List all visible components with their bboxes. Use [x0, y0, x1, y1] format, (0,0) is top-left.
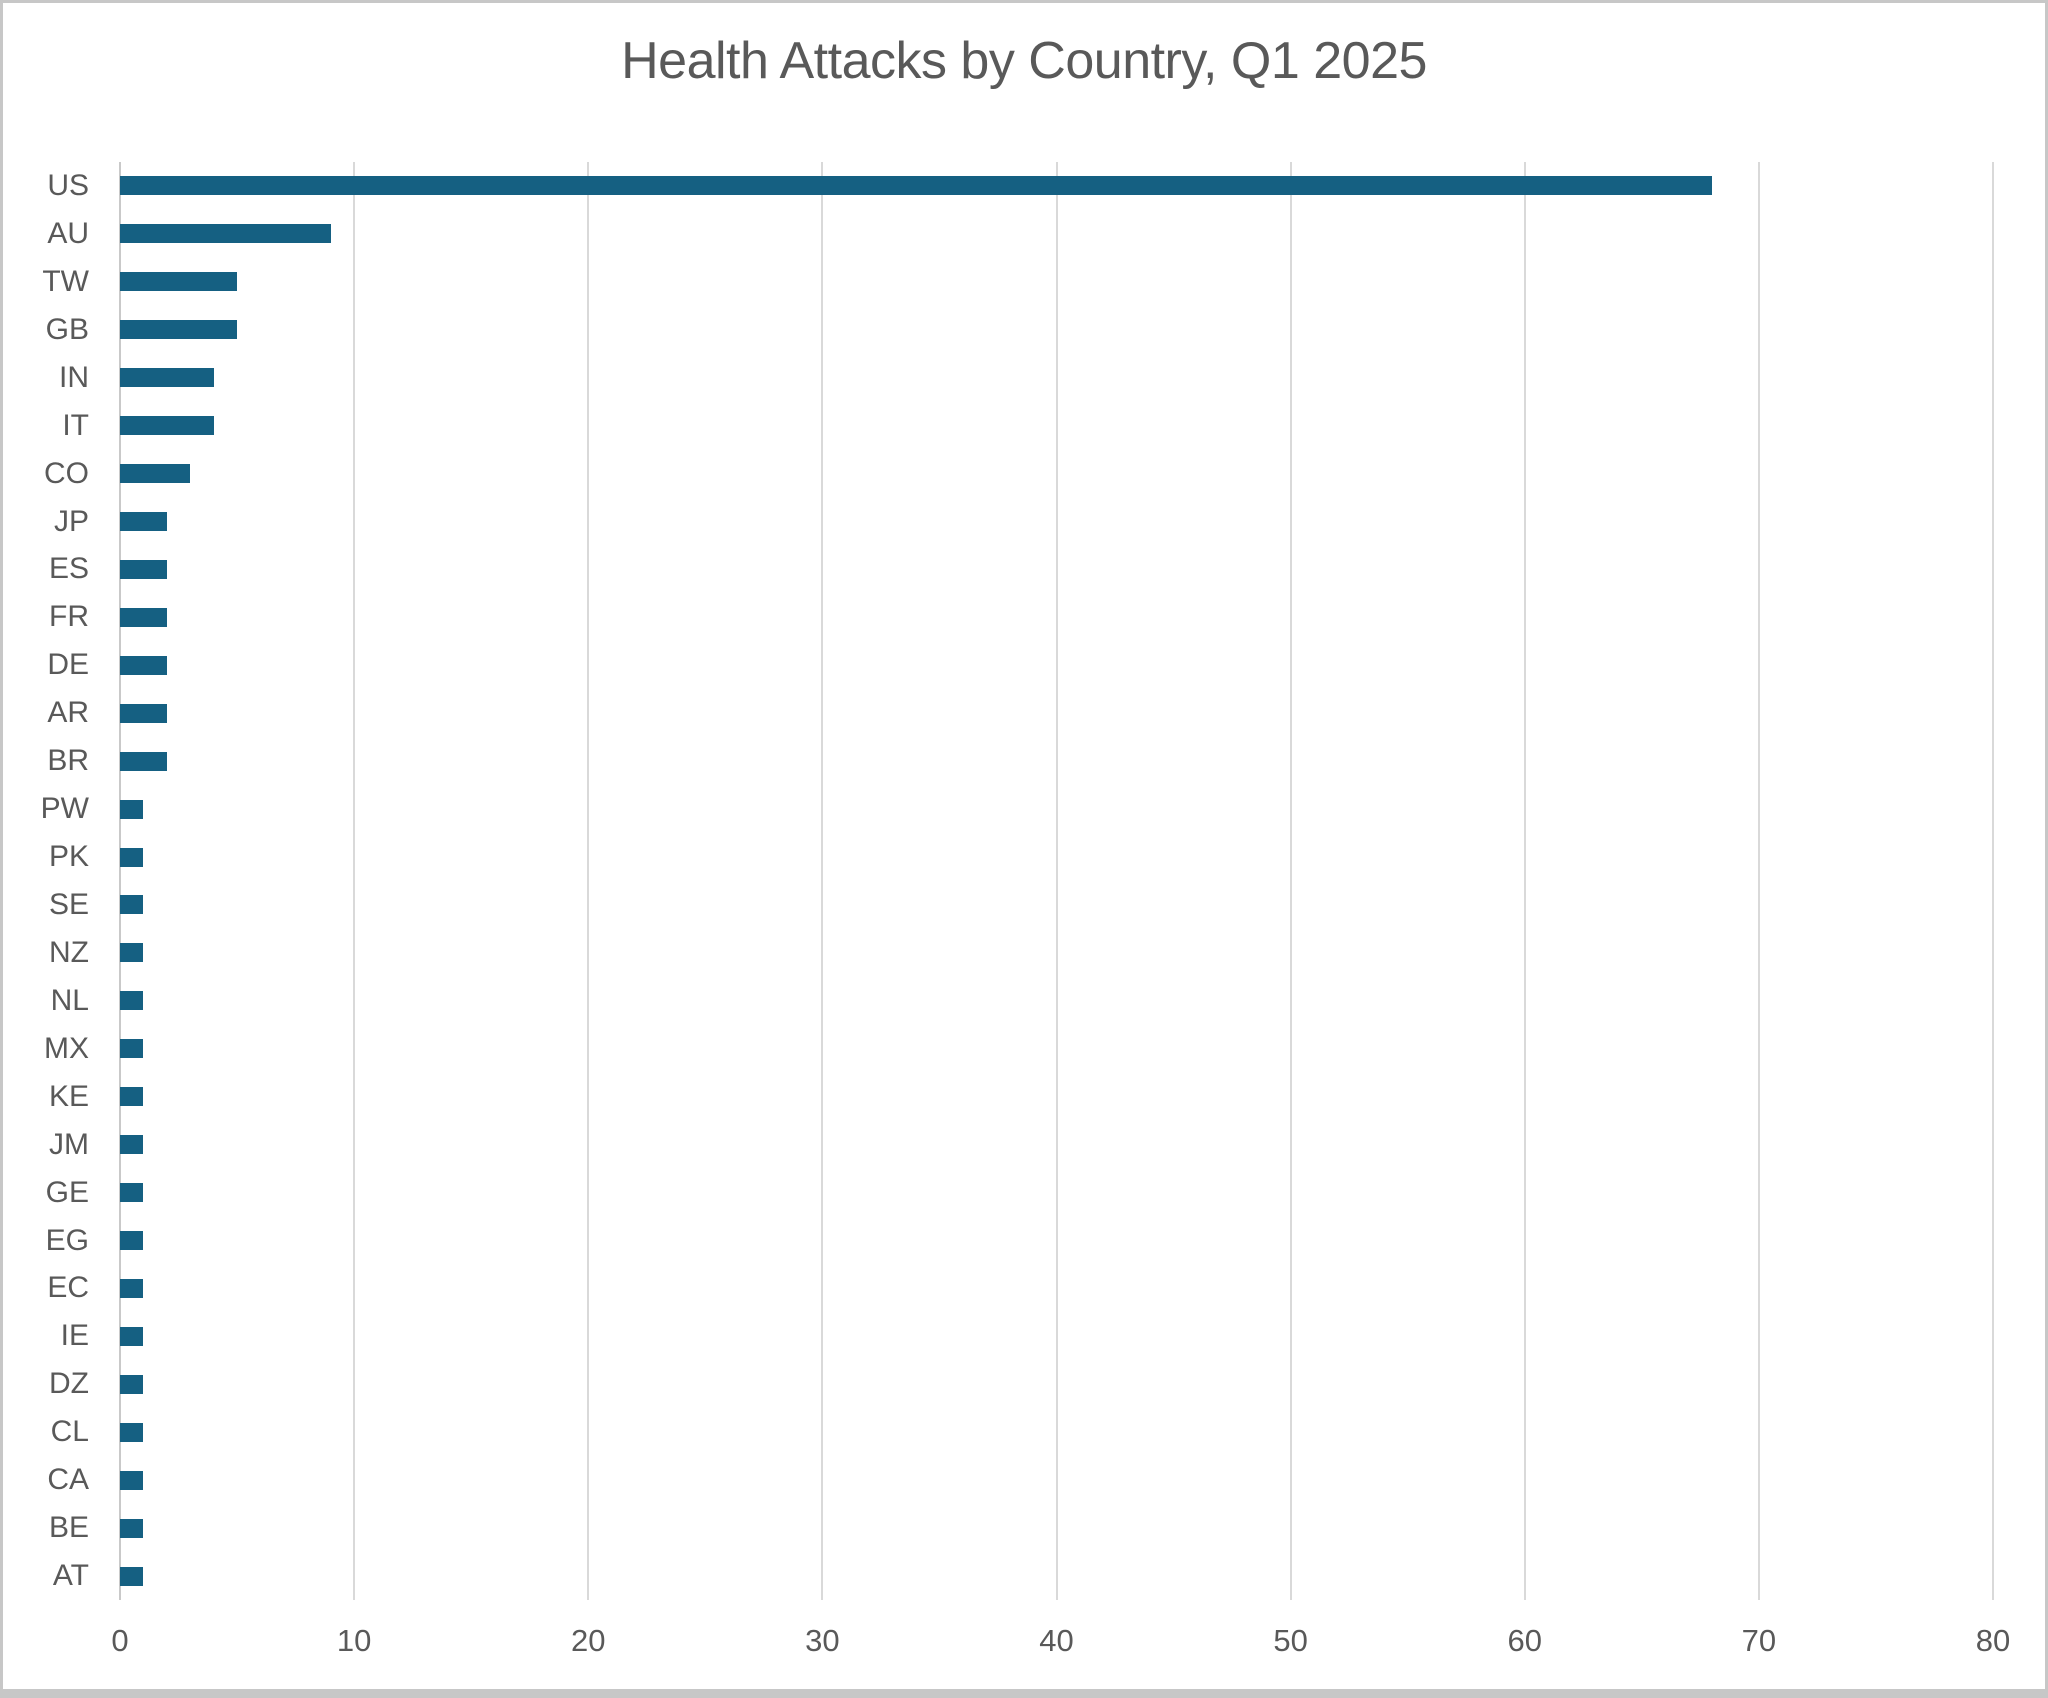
bar-tw: [120, 272, 238, 292]
y-axis-category-label: ES: [48, 552, 89, 586]
y-axis-category-label: MX: [44, 1031, 89, 1065]
x-axis-tick-label: 10: [336, 1623, 372, 1658]
x-axis-tick-label: 0: [111, 1623, 129, 1658]
y-axis-category-label: DZ: [49, 1367, 89, 1401]
x-axis-tick-label: 20: [571, 1623, 606, 1658]
y-axis-category-label: BR: [47, 744, 89, 778]
bar-gb: [120, 320, 238, 340]
bar-de: [120, 655, 167, 675]
bar-ke: [120, 1087, 144, 1107]
gridline: [1523, 162, 1526, 1600]
bar-au: [120, 224, 331, 244]
plot-area: [119, 162, 1994, 1600]
bar-jp: [120, 512, 167, 531]
bar-ar: [120, 703, 167, 723]
bar-it: [120, 416, 214, 436]
bar-ca: [120, 1470, 144, 1490]
bar-ie: [120, 1326, 144, 1346]
y-axis-category-label: PW: [40, 792, 89, 826]
gridline: [1055, 162, 1058, 1600]
y-axis-category-label: IN: [59, 360, 89, 394]
bar-jm: [120, 1135, 144, 1155]
bar-es: [120, 559, 167, 579]
y-axis-category-label: GE: [45, 1175, 89, 1209]
gridline: [1289, 162, 1292, 1600]
y-axis-category-label: CA: [47, 1463, 89, 1497]
y-axis-category-label: CL: [50, 1415, 89, 1449]
y-axis-category-label: DE: [47, 648, 89, 682]
x-axis-tick-label: 80: [1975, 1623, 2011, 1658]
x-axis-tick-label: 30: [805, 1623, 840, 1658]
x-axis-tick-label: 40: [1039, 1623, 1074, 1658]
bar-mx: [120, 1039, 144, 1059]
x-axis-tick-label: 60: [1507, 1623, 1542, 1658]
bar-eg: [120, 1231, 144, 1250]
bar-pk: [120, 847, 144, 867]
bar-at: [120, 1566, 144, 1586]
bar-pw: [120, 799, 144, 819]
y-axis-category-label: FR: [49, 600, 89, 634]
y-axis-category-label: JP: [53, 504, 89, 538]
bar-in: [120, 368, 214, 388]
bar-nl: [120, 991, 144, 1011]
bar-be: [120, 1518, 144, 1538]
bar-fr: [120, 607, 167, 627]
bar-nz: [120, 943, 144, 963]
x-axis-tick-label: 70: [1741, 1623, 1777, 1658]
y-axis: US AU TW GB IN IT CO JP ES FR DE AR BR PW PK SE NZ NL MX KE…: [3, 162, 89, 1600]
y-axis-category-label: US: [47, 168, 89, 202]
y-axis-category-label: TW: [42, 264, 89, 298]
y-axis-category-label: NZ: [49, 935, 89, 969]
gridline: [353, 162, 356, 1600]
gridline: [1757, 162, 1760, 1600]
y-axis-category-label: AR: [47, 696, 89, 730]
bar-se: [120, 895, 144, 915]
y-axis-category-label: BE: [48, 1511, 89, 1545]
y-axis-category-label: PK: [48, 840, 89, 874]
y-axis-category-label: SE: [48, 887, 89, 921]
bar-us: [120, 176, 1713, 196]
y-axis-category-label: AU: [47, 216, 89, 250]
bar-dz: [120, 1374, 144, 1394]
bar-co: [120, 464, 191, 484]
chart-title: Health Attacks by Country, Q1 2025: [621, 32, 1427, 90]
y-axis-category-label: IE: [60, 1319, 89, 1353]
y-axis-category-label: EC: [47, 1271, 89, 1305]
y-axis-category-label: KE: [48, 1079, 89, 1113]
y-axis-category-label: JM: [49, 1127, 89, 1161]
y-axis-line: [119, 162, 121, 1600]
gridline: [1992, 162, 1994, 1600]
y-axis-category-label: NL: [50, 983, 89, 1017]
y-axis-category-label: CO: [44, 456, 89, 490]
bar-cl: [120, 1422, 144, 1442]
y-axis-category-label: GB: [45, 312, 89, 346]
bar-br: [120, 751, 167, 771]
gridline: [821, 162, 824, 1600]
x-axis: 0 10 20 30 40 50 60 70 80: [3, 1625, 2045, 1665]
y-axis-category-label: AT: [52, 1559, 89, 1593]
bar-ec: [120, 1278, 144, 1298]
x-axis-tick-label: 50: [1273, 1623, 1308, 1658]
gridline: [587, 162, 590, 1600]
y-axis-category-label: IT: [62, 408, 89, 442]
bar-ge: [120, 1183, 144, 1203]
y-axis-category-label: EG: [45, 1223, 89, 1257]
